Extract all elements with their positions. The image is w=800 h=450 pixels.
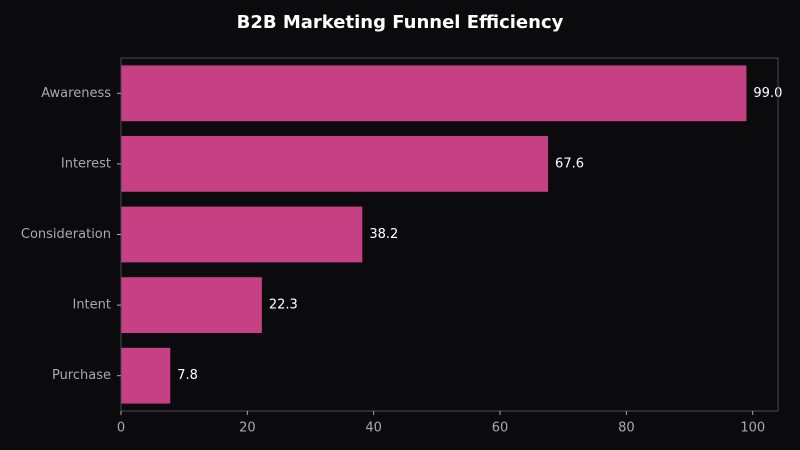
axes-layer: Awareness Interest Consideration Intent Purc… (21, 57, 779, 436)
bar-consideration (121, 206, 363, 263)
y-tick-label: Awareness (41, 86, 111, 101)
y-tick-label: Intent (72, 298, 111, 313)
value-label: 22.3 (269, 298, 298, 313)
bar-awareness (121, 65, 747, 122)
y-tick-label: Interest (61, 156, 111, 171)
x-tick-label: 0 (117, 421, 125, 436)
chart-title: B2B Marketing Funnel Efficiency (236, 12, 564, 33)
value-label: 99.0 (753, 86, 782, 101)
bar-purchase (121, 347, 171, 404)
value-label: 67.6 (555, 156, 584, 171)
value-label: 38.2 (369, 227, 398, 242)
x-tick-label: 100 (740, 421, 765, 436)
y-tick-label: Consideration (21, 227, 111, 242)
x-tick-label: 20 (239, 421, 256, 436)
bar-intent (121, 277, 262, 333)
bars-layer (121, 65, 747, 404)
y-tick-label: Purchase (52, 368, 111, 383)
value-label: 7.8 (177, 368, 198, 383)
x-tick-label: 60 (492, 421, 509, 436)
bar-interest (121, 136, 549, 192)
labels-layer: 99.0 67.6 38.2 22.3 7.8 (177, 86, 782, 383)
x-tick-label: 40 (365, 421, 382, 436)
x-tick-label: 80 (618, 421, 635, 436)
